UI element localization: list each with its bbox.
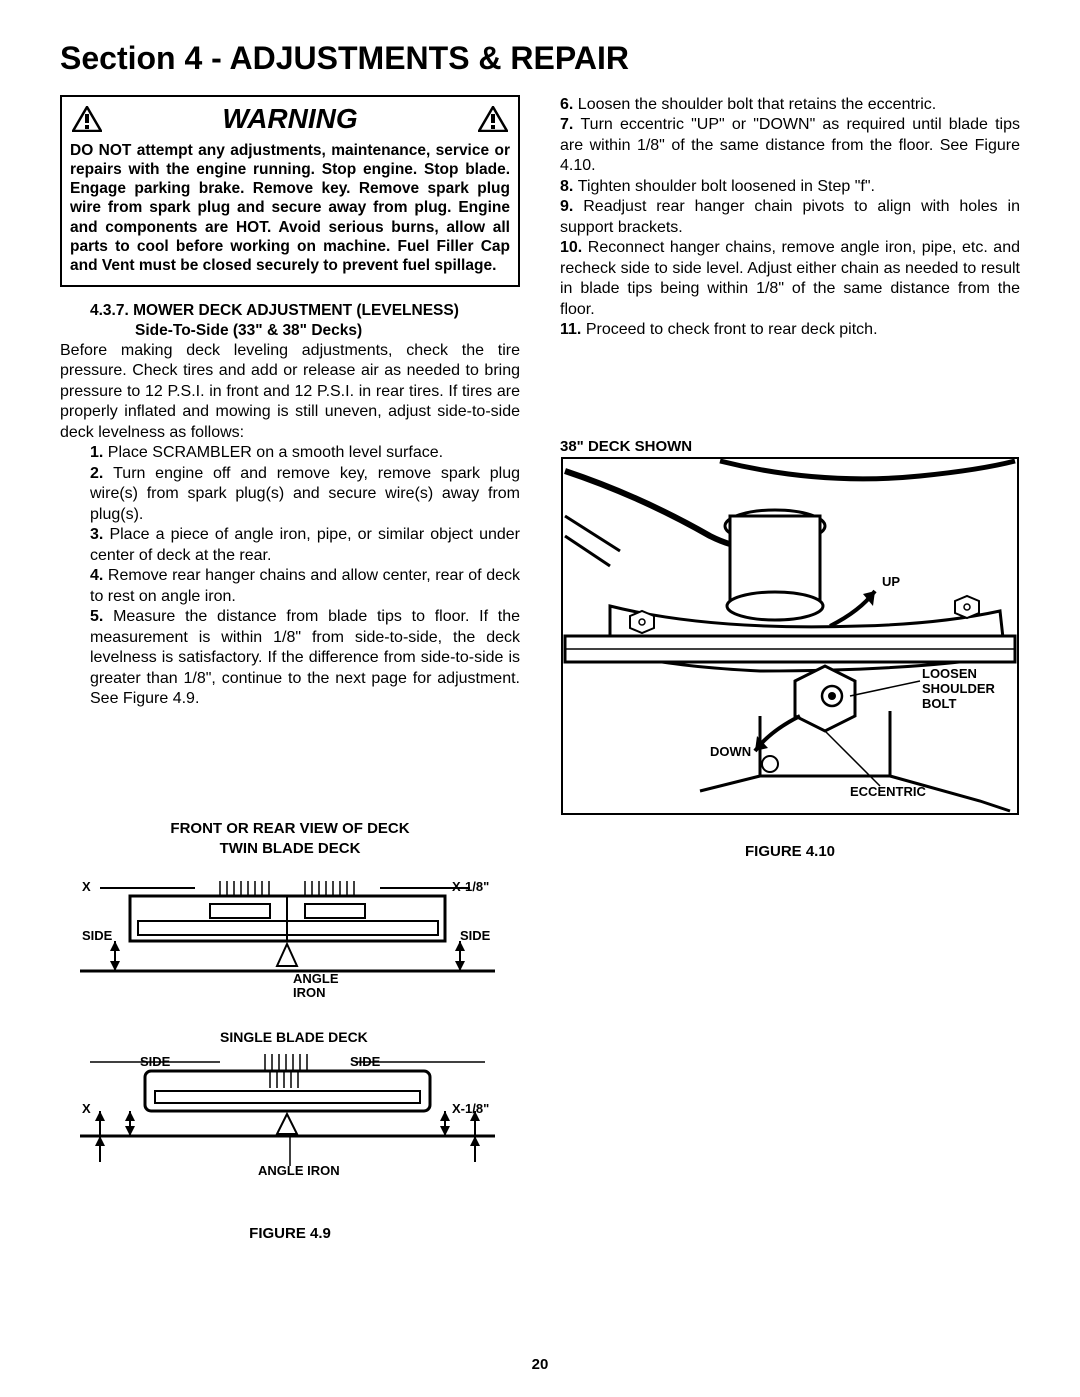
step-1: 1. Place SCRAMBLER on a smooth level sur… [90,443,520,463]
step-2-text: Turn engine off and remove key, remove s… [90,465,520,523]
step-11-text: Proceed to check front to rear deck pitc… [586,321,878,338]
label-iron: IRON [293,985,326,1002]
warning-text: DO NOT attempt any adjustments, maintena… [70,141,510,276]
subsection-heading-line2: Side-To-Side (33" & 38" Decks) [135,321,520,341]
step-6: 6. Loosen the shoulder bolt that retains… [560,95,1020,115]
step-4: 4. Remove rear hanger chains and allow c… [90,566,520,607]
subsection-intro: Before making deck leveling adjustments,… [60,341,520,443]
label-x18: X-1/8" [452,1101,489,1118]
step-3: 3. Place a piece of angle iron, pipe, or… [90,525,520,566]
label-side: SIDE [460,928,490,945]
label-x: X [82,1101,91,1118]
figure-410-diagram: UP DOWN LOOSEN SHOULDER BOLT ECCENTRIC [560,456,1020,816]
label-x18: X-1/8" [452,879,489,896]
label-side: SIDE [350,1054,380,1071]
warning-triangle-icon [478,106,508,132]
label-up: UP [882,574,900,591]
subsection-heading-line1: 4.3.7. MOWER DECK ADJUSTMENT (LEVELNESS) [90,301,520,321]
warning-header: WARNING [70,101,510,137]
warning-box: WARNING DO NOT attempt any adjustments, … [60,95,520,287]
figure-49-title-line2: TWIN BLADE DECK [220,840,361,857]
label-single-deck: SINGLE BLADE DECK [220,1029,368,1047]
step-7-text: Turn eccentric "UP" or "DOWN" as require… [560,116,1020,174]
label-side: SIDE [140,1054,170,1071]
figure-410-caption: FIGURE 4.10 [560,842,1020,861]
figure-49-caption: FIGURE 4.9 [60,1224,520,1243]
step-5-text: Measure the distance from blade tips to … [90,608,520,707]
right-column: 6. Loosen the shoulder bolt that retains… [560,95,1020,1243]
step-1-text: Place SCRAMBLER on a smooth level surfac… [108,444,443,461]
step-10: 10. Reconnect hanger chains, remove angl… [560,238,1020,320]
step-10-text: Reconnect hanger chains, remove angle ir… [560,239,1020,317]
step-3-text: Place a piece of angle iron, pipe, or si… [90,526,520,563]
step-2: 2. Turn engine off and remove key, remov… [90,464,520,525]
two-column-layout: WARNING DO NOT attempt any adjustments, … [60,95,1020,1243]
step-8-text: Tighten shoulder bolt loosened in Step "… [578,178,875,195]
section-title: Section 4 - ADJUSTMENTS & REPAIR [60,40,1020,77]
step-11: 11. Proceed to check front to rear deck … [560,320,1020,340]
eccentric-diagram-svg [560,456,1020,816]
label-down: DOWN [710,744,751,761]
step-9-text: Readjust rear hanger chain pivots to ali… [560,198,1020,235]
label-side: SIDE [82,928,112,945]
step-7: 7. Turn eccentric "UP" or "DOWN" as requ… [560,115,1020,176]
figure-49-title: FRONT OR REAR VIEW OF DECK TWIN BLADE DE… [60,819,520,857]
label-bolt: BOLT [922,696,956,713]
left-column: WARNING DO NOT attempt any adjustments, … [60,95,520,1243]
step-6-text: Loosen the shoulder bolt that retains th… [578,96,936,113]
warning-title: WARNING [222,101,357,137]
figure-49-diagram: X X-1/8" SIDE SIDE ANGLE IRON SINGLE BLA… [60,866,520,1206]
step-8: 8. Tighten shoulder bolt loosened in Ste… [560,177,1020,197]
page-number: 20 [0,1356,1080,1373]
label-x: X [82,879,91,896]
step-9: 9. Readjust rear hanger chain pivots to … [560,197,1020,238]
step-5: 5. Measure the distance from blade tips … [90,607,520,709]
step-4-text: Remove rear hanger chains and allow cent… [90,567,520,604]
label-angle-iron: ANGLE IRON [258,1163,340,1180]
label-eccentric: ECCENTRIC [850,784,926,801]
warning-triangle-icon [72,106,102,132]
figure-49-title-line1: FRONT OR REAR VIEW OF DECK [170,820,409,837]
figure-410-title: 38" DECK SHOWN [560,437,1020,456]
